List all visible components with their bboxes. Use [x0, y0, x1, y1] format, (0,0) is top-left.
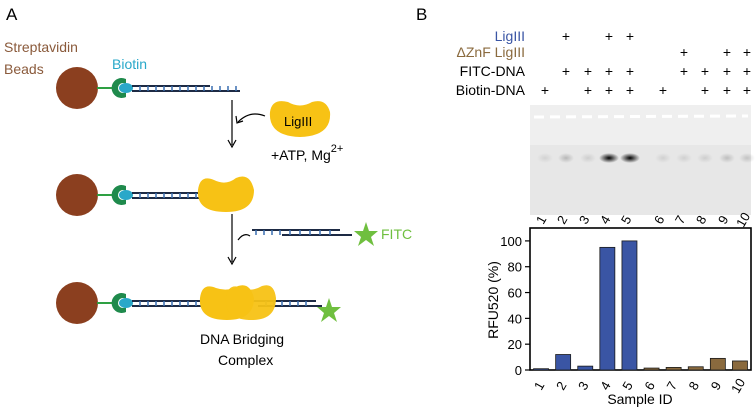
bar [687, 366, 704, 371]
x-tick-label: 2 [553, 379, 570, 393]
beads-label-line2: Beads [4, 61, 44, 77]
biotin-1 [119, 83, 133, 93]
x-tick-label: 10 [728, 376, 748, 396]
condition-plus: + [701, 63, 709, 79]
fitc-star [354, 222, 378, 246]
assembly-step-1 [56, 67, 240, 109]
biotin-dna-1 [132, 85, 240, 92]
condition-plus: + [723, 63, 731, 79]
y-axis-label: RFU520 (%) [485, 261, 501, 339]
gel-band [599, 153, 619, 163]
y-tick-label: 60 [508, 286, 522, 301]
condition-plus: + [723, 44, 731, 60]
condition-plus: + [743, 44, 751, 60]
y-tick-label: 100 [500, 234, 522, 249]
gel-band [697, 153, 713, 163]
ligiii-bound-3b [225, 285, 276, 320]
bar [709, 357, 726, 371]
chart-frame [529, 227, 752, 371]
condition-plus: + [743, 82, 751, 98]
gel-wells [533, 114, 749, 119]
condition-plus: + [626, 63, 634, 79]
streptavidin-bead-1 [56, 67, 98, 109]
gel-band [739, 153, 755, 163]
ligiii-protein [269, 101, 331, 137]
condition-plus: + [562, 28, 570, 44]
condition-plus: + [605, 63, 613, 79]
condition-plus: + [626, 82, 634, 98]
condition-plus: + [605, 82, 613, 98]
ligiii-bound-2 [197, 176, 254, 212]
beads-label-line1: Streptavidin [4, 39, 78, 55]
condition-row-label: Biotin-DNA [456, 82, 526, 98]
bar [732, 360, 748, 371]
gel-condition-table: LigIII + + + ΔZnF LigIII + + + FITC-DNA + + + + + + + + B… [456, 28, 751, 98]
gel-band [620, 153, 640, 163]
bar [599, 246, 616, 371]
arrow-1-head [227, 139, 237, 149]
streptavidin-binder-1 [111, 77, 126, 98]
condition-plus: + [541, 82, 549, 98]
condition-plus: + [562, 63, 570, 79]
condition-plus: + [723, 82, 731, 98]
gel-band [537, 153, 553, 163]
bar [643, 367, 660, 371]
biotin-label: Biotin [112, 56, 147, 72]
streptavidin-bead-3 [56, 282, 98, 324]
panel-a-label: A [6, 5, 18, 24]
y-axis: 0 20 40 60 80 100 [500, 234, 530, 378]
condition-plus: + [701, 82, 709, 98]
x-tick-label: 8 [686, 379, 703, 393]
y-tick-label: 0 [515, 363, 522, 378]
complex-label-line1: DNA Bridging [200, 331, 284, 347]
condition-plus: + [743, 63, 751, 79]
gel-image [530, 105, 755, 215]
condition-row-label: ΔZnF LigIII [457, 44, 525, 60]
y-tick-label: 80 [508, 260, 522, 275]
x-tick-label: 9 [708, 379, 725, 393]
gel-lane-number: 10 [733, 210, 753, 230]
fitc-star-bound [317, 298, 341, 322]
gel-band [676, 153, 692, 163]
gel-band [558, 153, 574, 163]
condition-plus: + [659, 82, 667, 98]
y-tick-label: 20 [508, 337, 522, 352]
condition-plus: + [680, 44, 688, 60]
condition-plus: + [584, 82, 592, 98]
gel-band [655, 153, 671, 163]
fitc-label: FITC [381, 226, 412, 242]
reaction-conditions: +ATP, Mg2+ [271, 143, 343, 163]
bar [577, 365, 594, 371]
x-axis-label: Sample ID [607, 391, 672, 407]
arrow-1-curve [237, 113, 266, 123]
x-tick-label: 1 [531, 379, 548, 393]
bar [665, 367, 682, 371]
condition-row-label: FITC-DNA [460, 63, 526, 79]
condition-plus: + [680, 63, 688, 79]
bar [555, 354, 572, 371]
assembly-step-3 [56, 282, 341, 324]
gel-bands [537, 153, 755, 163]
bar [621, 240, 638, 371]
panel-b-label: B [416, 5, 427, 24]
fitc-dna [252, 222, 378, 246]
gel-band [580, 153, 596, 163]
condition-row-label: LigIII [495, 28, 525, 44]
complex-label-line2: Complex [218, 352, 273, 368]
assembly-step-2 [56, 174, 254, 216]
bar [533, 368, 549, 371]
x-tick-label: 3 [575, 379, 592, 393]
gel-band [719, 153, 735, 163]
ligiii-protein-label: LigIII [284, 114, 312, 129]
bars [533, 240, 748, 371]
y-tick-label: 40 [508, 311, 522, 326]
condition-plus: + [584, 63, 592, 79]
streptavidin-bead-2 [56, 174, 98, 216]
condition-plus: + [605, 28, 613, 44]
condition-plus: + [626, 28, 634, 44]
